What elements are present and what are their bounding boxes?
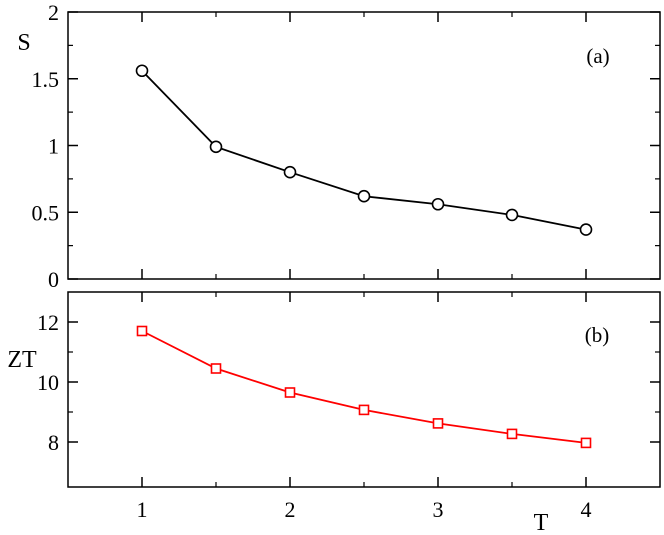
panel-b-data-point <box>580 437 592 449</box>
panel-b-data-point <box>136 325 148 337</box>
x-tick-label: 2 <box>285 497 296 522</box>
panel-b-x-tick-labels: 1 2 3 4 <box>137 497 592 522</box>
x-tick-label: 1 <box>137 497 148 522</box>
panel-b-data-point <box>506 428 518 440</box>
panel-a-ticks <box>68 11 660 280</box>
panel-a-data-point <box>579 223 593 236</box>
panel-b-label: (b) <box>585 323 610 347</box>
panel-a-y-tick-label: 0 <box>48 267 59 292</box>
panel-a-data-point <box>431 197 445 211</box>
panel-a-y-tick-label: 0.5 <box>32 200 60 225</box>
panel-b-markers <box>136 325 592 449</box>
panel-a-label: (a) <box>586 44 609 68</box>
x-axis-label: T <box>534 510 549 535</box>
panel-b-ticks <box>68 292 660 487</box>
panel-b-frame <box>67 291 661 488</box>
panel-a-y-tick-labels: 0 0.5 1 1.5 2 <box>32 0 60 292</box>
x-tick-label: 3 <box>433 497 444 522</box>
panel-a-data-point <box>283 165 297 179</box>
panel-b-data-point <box>358 404 370 416</box>
panel-a-frame <box>67 11 661 280</box>
panel-a-y-tick-label: 1.5 <box>32 67 60 92</box>
panel-a-y-tick-label: 1 <box>48 134 59 159</box>
panel-b-y-tick-label: 12 <box>37 310 59 335</box>
panel-b-data-point <box>210 363 222 374</box>
panel-b-y-tick-label: 8 <box>48 430 59 455</box>
panel-a-data-point <box>209 140 223 154</box>
panel-b-y-tick-label: 10 <box>37 370 59 395</box>
panel-b-data-point <box>284 387 296 398</box>
panel-a-markers <box>135 64 593 236</box>
panel-a-data-point <box>135 64 149 78</box>
panel-a-data-point <box>505 208 519 222</box>
panel-a-data-point <box>357 189 371 203</box>
panel-a: 0 0.5 1 1.5 2 S (a) <box>17 0 661 292</box>
panel-a-y-axis-label: S <box>17 30 30 56</box>
panel-a-y-tick-label: 2 <box>48 0 59 25</box>
panel-b-y-axis-label: ZT <box>7 347 37 373</box>
panel-b-data-point <box>432 418 444 429</box>
panel-b-y-tick-labels: 8 10 12 <box>37 310 59 455</box>
x-tick-label: 4 <box>581 497 592 522</box>
panel-b-series-line <box>141 330 587 444</box>
panel-a-series-line <box>141 70 587 231</box>
